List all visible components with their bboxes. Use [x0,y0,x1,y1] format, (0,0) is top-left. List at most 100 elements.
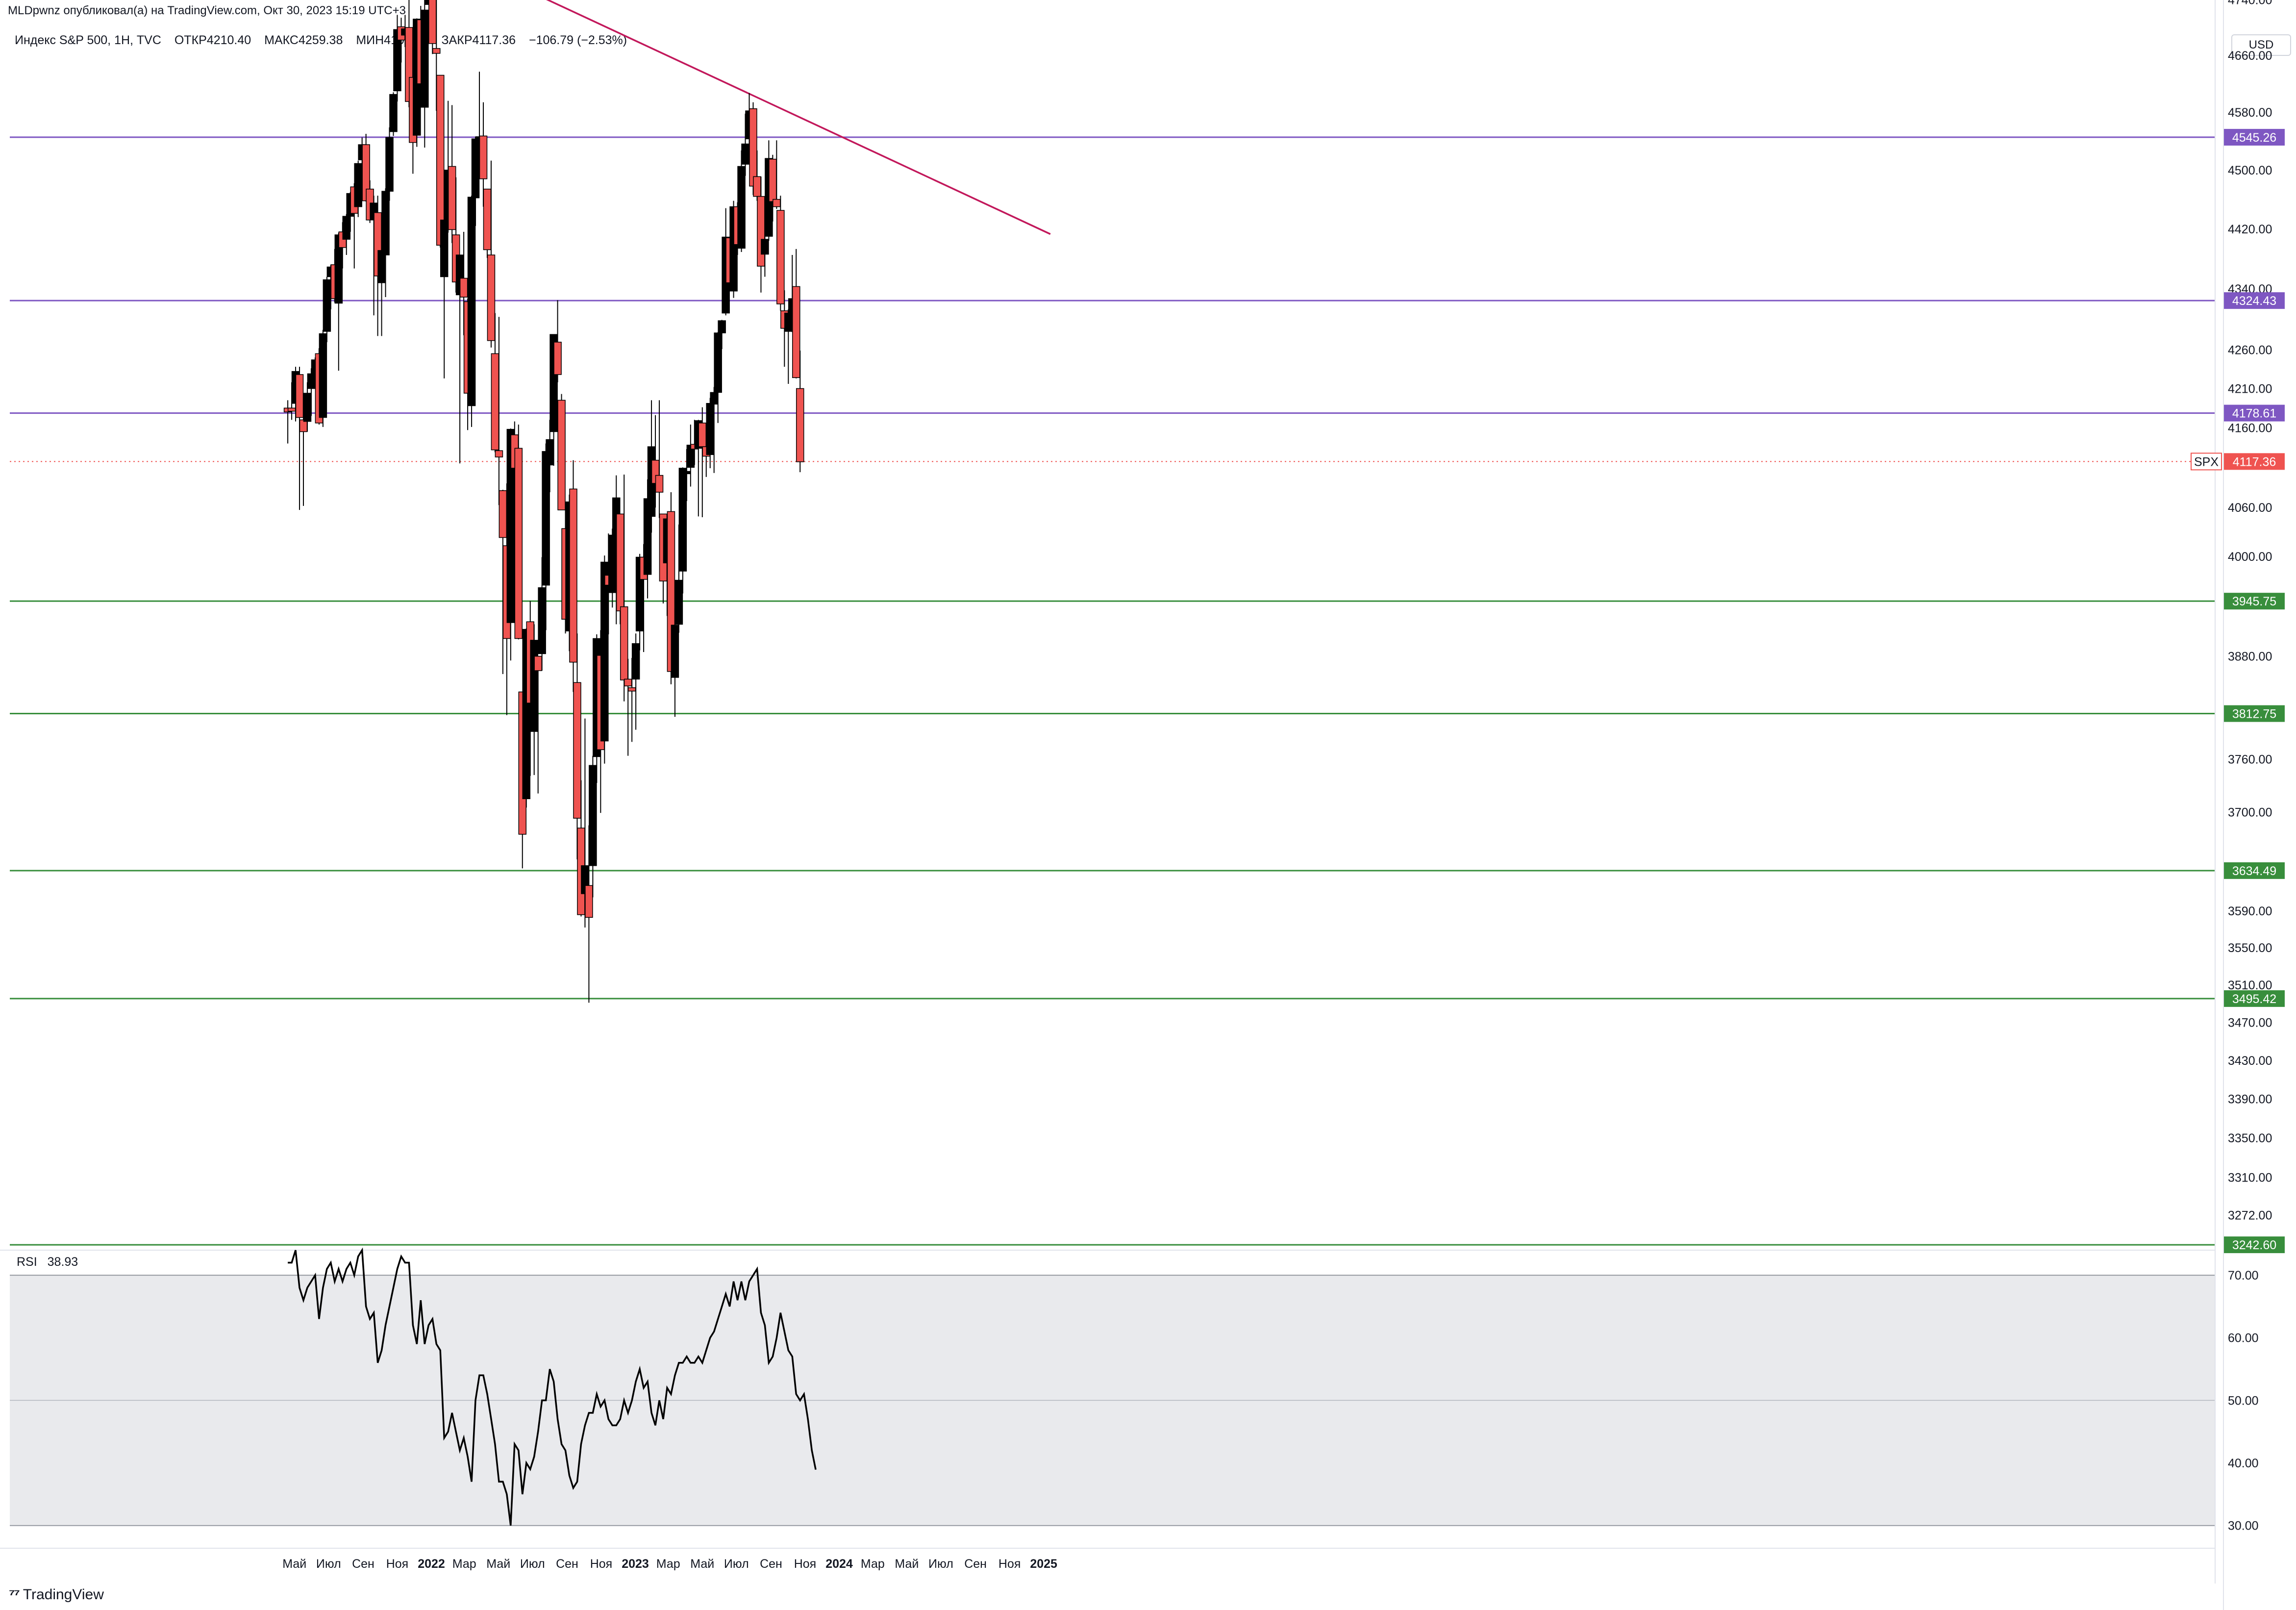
time-tick-label: Июл [928,1557,953,1571]
price-tick-label: 3310.00 [2228,1171,2272,1184]
candle-body[interactable] [538,587,546,654]
candle-body[interactable] [495,450,503,457]
time-tick-label: Сен [760,1557,782,1571]
footer-brand[interactable]: ⁷⁷ TradingView [9,1586,104,1603]
candle-body[interactable] [514,448,523,639]
candle-body[interactable] [718,320,726,333]
symbol-name[interactable]: Индекс S&P 500, 1Н, TVC [15,33,161,47]
candle-body[interactable] [534,655,542,671]
candle-body[interactable] [448,166,456,230]
time-tick-label: Июл [316,1557,341,1571]
candle-body[interactable] [749,108,757,187]
time-tick-label: Ноя [998,1557,1021,1571]
rsi-tick-label: 60.00 [2228,1332,2259,1345]
candle-body[interactable] [381,191,390,255]
candle-body[interactable] [479,135,488,179]
rsi-tick-label: 40.00 [2228,1457,2259,1470]
price-tick-label: 4740.00 [2228,0,2272,7]
candle-body[interactable] [467,197,476,406]
candle-body[interactable] [307,373,316,389]
candle-body[interactable] [600,561,609,742]
level-price-tag-label: 4545.26 [2232,131,2276,145]
candle-body[interactable] [573,682,581,819]
candle-body[interactable] [557,400,566,510]
candle-body[interactable] [616,513,624,611]
rsi-name[interactable]: RSI [17,1255,37,1269]
candle-body[interactable] [792,286,800,378]
candle-body[interactable] [440,219,449,277]
candle-body[interactable] [487,254,496,341]
candle-body[interactable] [796,388,804,462]
candle-body[interactable] [483,188,492,251]
rsi-tick-label: 50.00 [2228,1394,2259,1408]
time-tick-label: Сен [964,1557,987,1571]
candle-body[interactable] [421,9,429,108]
candle-body[interactable] [589,765,597,866]
trendline[interactable] [432,0,1051,235]
candle-body[interactable] [624,679,632,686]
candle-body[interactable] [506,428,515,623]
candle-body[interactable] [678,468,687,572]
time-tick-label: Ноя [386,1557,409,1571]
candle-body[interactable] [354,163,362,207]
level-price-tag [2224,990,2285,1007]
candle-body[interactable] [569,488,577,663]
candle-body[interactable] [546,439,554,466]
candle-body[interactable] [706,403,714,455]
candle-body[interactable] [323,279,331,332]
last-price-tag [2224,453,2285,470]
price-axis[interactable] [2223,0,2296,1610]
candle-body[interactable] [432,48,441,54]
candle-body[interactable] [459,277,468,298]
candle-body[interactable] [553,342,562,375]
price-tick-label: 3390.00 [2228,1093,2272,1107]
price-tick-label: 3430.00 [2228,1054,2272,1068]
candle-body[interactable] [499,490,507,538]
candle-body[interactable] [674,579,683,625]
currency-button[interactable]: USD [2231,34,2291,56]
price-tick-label: 3590.00 [2228,905,2272,918]
candle-body[interactable] [530,640,538,732]
price-tick-label: 3272.00 [2228,1209,2272,1223]
candle-body[interactable] [631,643,640,680]
level-price-tag [2224,292,2285,309]
rsi-line [288,1247,817,1526]
candle-body[interactable] [761,239,769,255]
candle-body[interactable] [585,885,593,918]
candle-body[interactable] [627,687,636,692]
candle-body[interactable] [698,423,707,447]
candle-body[interactable] [737,166,746,249]
candle-body[interactable] [769,158,777,202]
candle-body[interactable] [389,94,398,132]
candle-body[interactable] [682,471,691,475]
candle-body[interactable] [753,176,761,197]
time-tick-label: Мар [656,1557,680,1571]
candle-body[interactable] [428,0,437,44]
price-tick-label: 3350.00 [2228,1132,2272,1145]
candle-body[interactable] [319,333,327,418]
candle-body[interactable] [385,137,394,192]
candle-body[interactable] [620,606,628,680]
candle-body[interactable] [757,196,765,267]
candle-body[interactable] [287,407,296,412]
candle-body[interactable] [710,392,718,405]
price-tick-label: 4500.00 [2228,164,2272,177]
candle-body[interactable] [671,625,679,678]
candle-body[interactable] [714,332,722,393]
price-tick-label: 4660.00 [2228,49,2272,63]
candle-body[interactable] [342,216,351,240]
candle-body[interactable] [303,393,312,422]
candle-body[interactable] [773,199,781,207]
price-tick-label: 4210.00 [2228,382,2272,396]
symbol-tag-label: SPX [2194,455,2219,469]
candle-body[interactable] [655,475,664,493]
rsi-legend[interactable]: RSI 38.93 [17,1255,85,1269]
candle-body[interactable] [295,374,304,418]
candle-body[interactable] [542,451,550,586]
candle-body[interactable] [471,138,480,199]
symbol-legend[interactable]: Индекс S&P 500, 1Н, TVC ОТКР4210.40 МАКС… [15,33,637,48]
candle-body[interactable] [741,143,749,165]
candle-body[interactable] [776,210,785,304]
candle-body[interactable] [491,353,499,451]
